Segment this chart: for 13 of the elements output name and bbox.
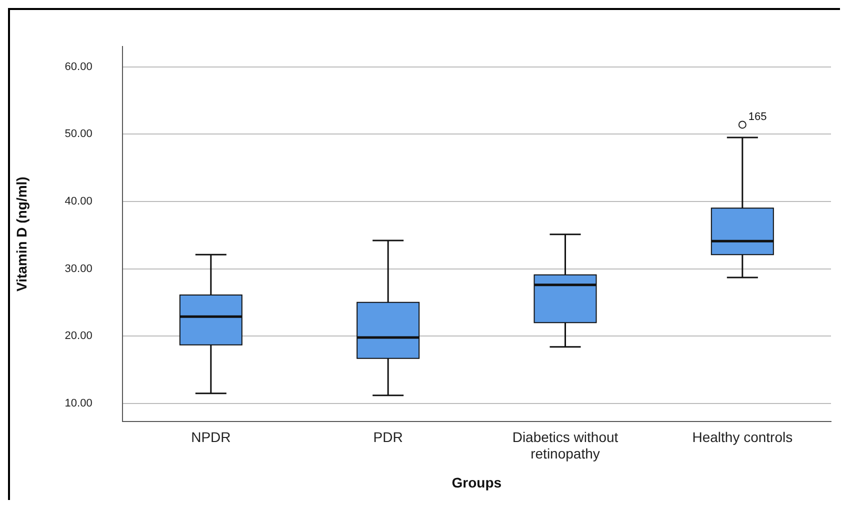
annotation: 165 bbox=[748, 111, 767, 124]
x-tick-label: Diabetics without retinopathy bbox=[512, 428, 618, 462]
y-axis-title: Vitamin D (ng/ml) bbox=[13, 176, 30, 292]
y-tick-label: 10.00 bbox=[64, 397, 92, 410]
x-tick-label: NPDR bbox=[191, 428, 231, 445]
y-tick-label: 40.00 bbox=[64, 195, 92, 208]
y-tick-label: 20.00 bbox=[64, 330, 92, 342]
y-tick-label: 60.00 bbox=[64, 60, 92, 73]
x-axis-title: Groups bbox=[452, 474, 502, 490]
x-tick-label: PDR bbox=[373, 428, 403, 445]
y-tick-label: 30.00 bbox=[64, 262, 92, 275]
y-tick-label: 50.00 bbox=[64, 128, 92, 140]
x-tick-label: Healthy controls bbox=[692, 428, 793, 445]
